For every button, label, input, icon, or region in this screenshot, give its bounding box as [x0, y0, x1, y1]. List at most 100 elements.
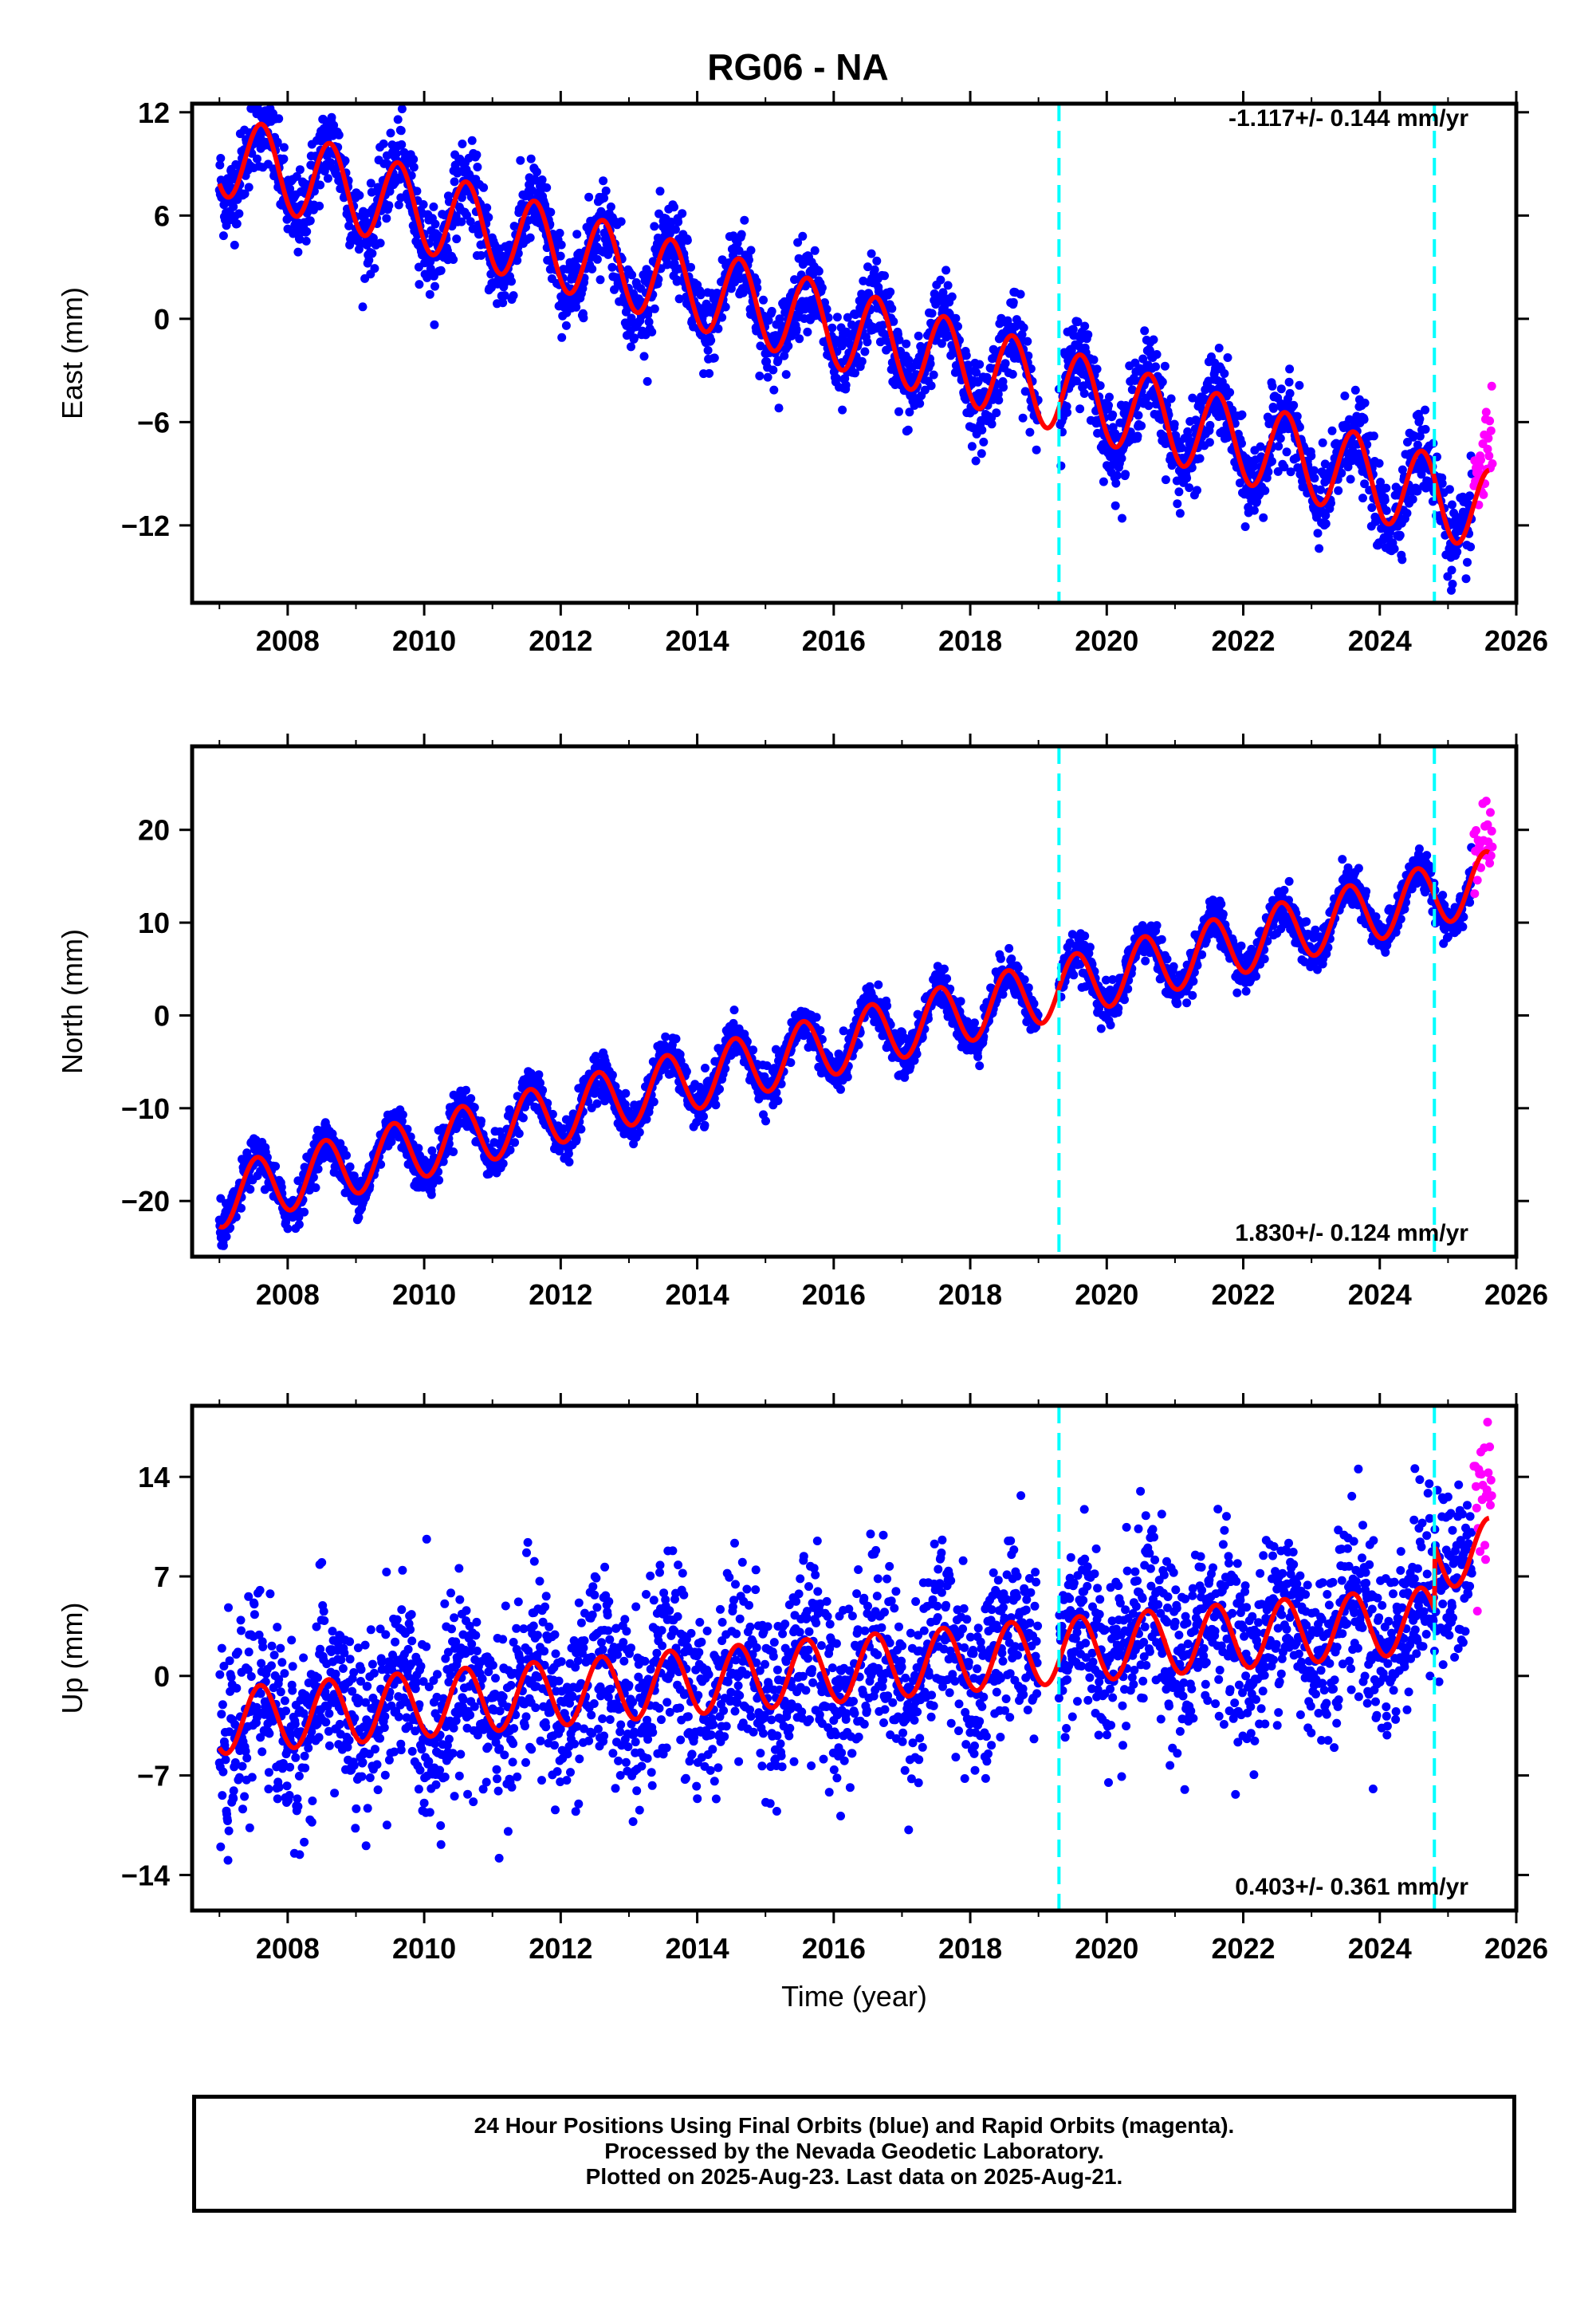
north-point	[349, 1171, 359, 1181]
east-point	[1249, 462, 1259, 471]
east-point	[987, 419, 997, 429]
east-point	[1374, 458, 1384, 468]
east-point	[992, 408, 1001, 418]
east-point	[822, 305, 831, 314]
east-point	[393, 115, 403, 124]
north-point	[729, 1005, 739, 1015]
north-point	[342, 1151, 351, 1160]
east-point	[1008, 297, 1018, 307]
east-point	[1205, 420, 1215, 430]
east-point	[616, 217, 626, 226]
east-point	[542, 183, 552, 192]
east-x-tick-label: 2010	[392, 624, 456, 657]
east-rapid-point	[1485, 416, 1495, 426]
east-point	[746, 246, 756, 255]
north-point	[749, 1045, 758, 1055]
east-point	[1276, 434, 1285, 443]
east-point	[769, 385, 779, 395]
east-point	[261, 92, 269, 100]
east-point	[1240, 522, 1250, 531]
east-point	[327, 112, 336, 122]
east-point	[1108, 410, 1118, 419]
east-point	[1358, 494, 1367, 503]
north-point	[874, 980, 883, 990]
east-point	[484, 213, 493, 222]
east-point	[994, 396, 1004, 405]
east-point	[863, 337, 872, 347]
north-point	[649, 1097, 658, 1107]
east-point	[358, 302, 368, 312]
north-point	[300, 1207, 309, 1217]
east-point	[712, 289, 721, 297]
east-point	[386, 128, 395, 138]
north-point	[564, 1157, 574, 1167]
east-point	[967, 442, 977, 451]
north-plot-area	[214, 797, 1497, 1250]
east-point	[528, 186, 537, 195]
east-point	[556, 240, 566, 250]
east-point	[1466, 542, 1476, 552]
east-point	[302, 226, 312, 236]
east-point	[775, 314, 784, 324]
north-point	[621, 1088, 631, 1098]
east-point	[1256, 442, 1265, 451]
north-point	[773, 1096, 783, 1105]
east-point	[1225, 388, 1235, 397]
east-point	[375, 238, 385, 248]
north-point	[970, 1018, 979, 1028]
east-point	[1121, 470, 1130, 479]
east-x-tick-label: 2026	[1484, 624, 1548, 657]
east-point	[1448, 500, 1456, 510]
east-point	[1285, 364, 1295, 374]
north-point	[398, 1110, 407, 1120]
east-point	[250, 92, 259, 101]
east-point	[1118, 514, 1126, 523]
panel-north: 2008 2010 2012 2014 2016 2018 2020 2022 2024 2026…	[56, 734, 1548, 1311]
east-point	[678, 209, 687, 218]
east-point	[674, 217, 683, 226]
east-point	[650, 222, 659, 231]
east-point	[215, 160, 225, 170]
east-point	[662, 260, 672, 270]
east-point	[457, 193, 466, 203]
east-point	[867, 249, 876, 258]
east-point	[1235, 478, 1244, 488]
east-point	[1008, 369, 1017, 379]
east-point	[607, 262, 617, 272]
north-point	[975, 1061, 985, 1071]
east-point	[1205, 438, 1214, 447]
east-point	[1284, 377, 1294, 387]
east-point	[793, 238, 803, 247]
east-point	[1183, 431, 1193, 441]
east-point	[1298, 482, 1307, 492]
east-point	[244, 183, 254, 192]
east-point	[843, 313, 852, 322]
east-point	[1024, 351, 1033, 360]
east-point	[1445, 485, 1454, 494]
east-point	[232, 219, 242, 229]
east-point	[795, 334, 804, 344]
east-point	[1173, 499, 1182, 509]
north-point	[843, 1072, 852, 1082]
east-point	[870, 265, 879, 274]
north-point	[309, 1173, 318, 1182]
east-point	[832, 313, 842, 322]
east-point	[1158, 377, 1167, 387]
east-point	[391, 149, 401, 159]
east-point	[1327, 426, 1337, 435]
east-point	[1260, 486, 1270, 495]
east-point	[340, 156, 350, 165]
east-point	[682, 236, 692, 245]
north-point	[345, 1162, 355, 1171]
east-point	[926, 359, 935, 368]
east-rapid-point	[1481, 407, 1491, 417]
east-point	[781, 370, 791, 380]
east-point	[1273, 466, 1283, 476]
north-point	[510, 1138, 520, 1147]
east-point	[1177, 443, 1186, 453]
east-point	[295, 165, 305, 175]
north-point	[434, 1175, 444, 1185]
east-point	[486, 270, 496, 279]
east-point	[1448, 580, 1457, 588]
east-point	[1138, 354, 1148, 364]
